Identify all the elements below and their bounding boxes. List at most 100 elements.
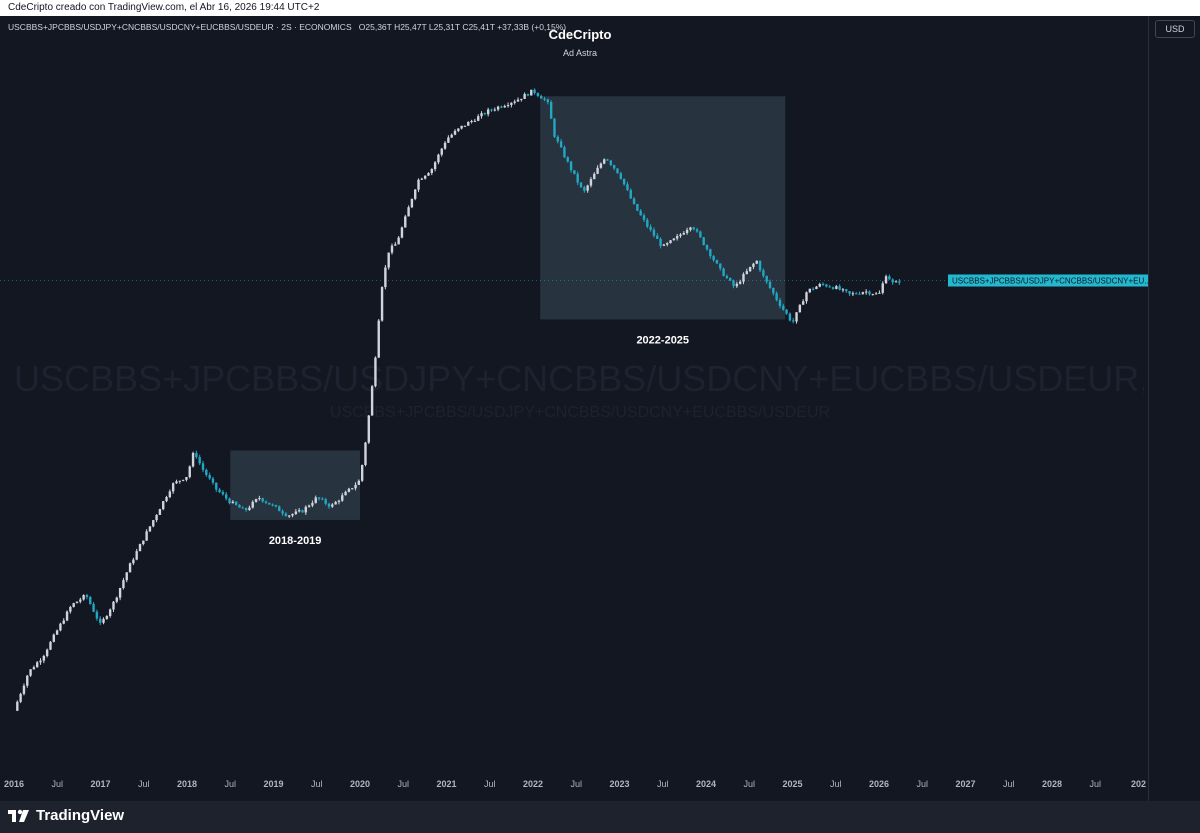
candle-body-238 [805,292,808,302]
candle-body-242 [818,283,821,287]
top-credit-bar: CdeCripto creado con TradingView.com, el… [0,0,1200,16]
candle-body-68 [241,507,244,509]
candle-body-76 [268,502,271,505]
candle-body-186 [632,198,636,205]
candle-body-123 [423,175,427,179]
candle-body-28 [108,609,112,616]
candle-body-168 [573,170,576,174]
candle-body-59 [211,478,215,483]
candle-body-60 [215,482,218,490]
candle-body-202 [685,229,689,234]
tradingview-logo[interactable]: TradingView [8,807,124,824]
candle-body-56 [201,463,205,470]
candle-body-67 [238,504,241,508]
candle-body-97 [337,500,341,502]
candle-body-94 [327,503,331,507]
candle-body-140 [480,113,483,117]
candle-body-2 [22,685,26,694]
candle-body-29 [112,601,115,610]
candle-body-127 [437,154,440,163]
candle-body-191 [649,226,652,230]
x-axis-label: 2023 [609,779,629,789]
candle-body-71 [251,501,254,508]
candle-body-151 [516,99,520,102]
candle-body-4 [29,669,32,676]
candle-body-69 [244,507,248,511]
candle-body-124 [427,173,430,176]
candle-body-14 [62,620,65,624]
candle-body-128 [440,148,443,155]
candle-body-109 [377,320,380,358]
candle-body-133 [457,128,460,131]
candle-body-150 [513,101,516,103]
candle-body-229 [775,293,778,301]
candle-body-212 [719,263,722,269]
x-axis-label: Jul [1003,779,1015,789]
candle-body-216 [732,280,735,287]
legend-l-label: L [428,22,434,32]
candle-body-188 [639,210,642,216]
candle-body-257 [868,291,871,295]
candle-body-142 [486,109,490,115]
symbol-legend: USCBBS+JPCBBS/USDJPY+CNCBBS/USDCNY+EUCBB… [8,22,566,32]
candle-body-121 [417,179,420,190]
candle-body-205 [695,229,699,232]
x-axis-label: 2024 [696,779,716,789]
candle-body-54 [195,452,198,458]
candle-body-66 [234,501,238,505]
candle-body-58 [208,474,211,479]
candle-body-117 [404,216,407,228]
candle-body-108 [374,357,377,387]
candle-body-7 [39,660,42,663]
candle-body-22 [89,597,92,605]
candle-body-253 [855,293,858,295]
candle-body-63 [225,494,228,499]
candle-body-176 [599,163,603,168]
candle-body-226 [765,275,768,282]
candle-body-114 [394,244,397,246]
candle-body-77 [271,504,274,506]
x-axis-label: Jul [138,779,150,789]
candle-body-136 [467,122,470,126]
x-axis-label: 2018 [177,779,197,789]
candle-body-50 [181,479,185,481]
candle-body-34 [128,563,132,573]
symbol-watermark-small: USCBBS+JPCBBS/USDJPY+CNCBBS/USDCNY+EUCBB… [329,404,831,421]
candle-body-32 [122,580,125,589]
legend-h-label: H [394,22,401,32]
legend-c-label: C [462,22,469,32]
candle-body-38 [142,540,145,545]
candle-body-135 [463,125,467,127]
candle-body-129 [443,142,447,149]
x-axis-label: Jul [743,779,755,789]
candle-body-100 [347,488,351,492]
candle-body-180 [612,164,616,169]
candle-body-249 [841,289,845,291]
candle-body-78 [274,504,278,507]
candle-body-222 [752,263,755,267]
candle-body-235 [795,312,798,322]
candle-body-220 [745,271,748,275]
candle-body-244 [825,284,828,287]
candle-body-178 [606,159,609,161]
candle-body-148 [506,105,510,107]
candle-body-217 [735,283,739,287]
candle-body-72 [254,499,258,502]
x-axis-label: Jul [224,779,236,789]
candle-body-134 [460,125,463,129]
candle-body-57 [205,469,208,475]
candle-body-99 [344,491,347,496]
candle-body-95 [331,504,334,507]
candle-body-130 [447,137,450,143]
last-price-label-bg [948,274,1148,287]
candle-body-200 [679,234,682,237]
candle-body-224 [758,260,762,271]
price-axis[interactable] [1148,16,1200,801]
currency-selector[interactable]: USD [1155,20,1195,38]
candle-body-20 [82,595,85,600]
x-axis-label: Jul [1089,779,1101,789]
candle-body-264 [891,279,894,283]
candle-body-107 [370,386,374,416]
candle-body-3 [26,675,29,686]
